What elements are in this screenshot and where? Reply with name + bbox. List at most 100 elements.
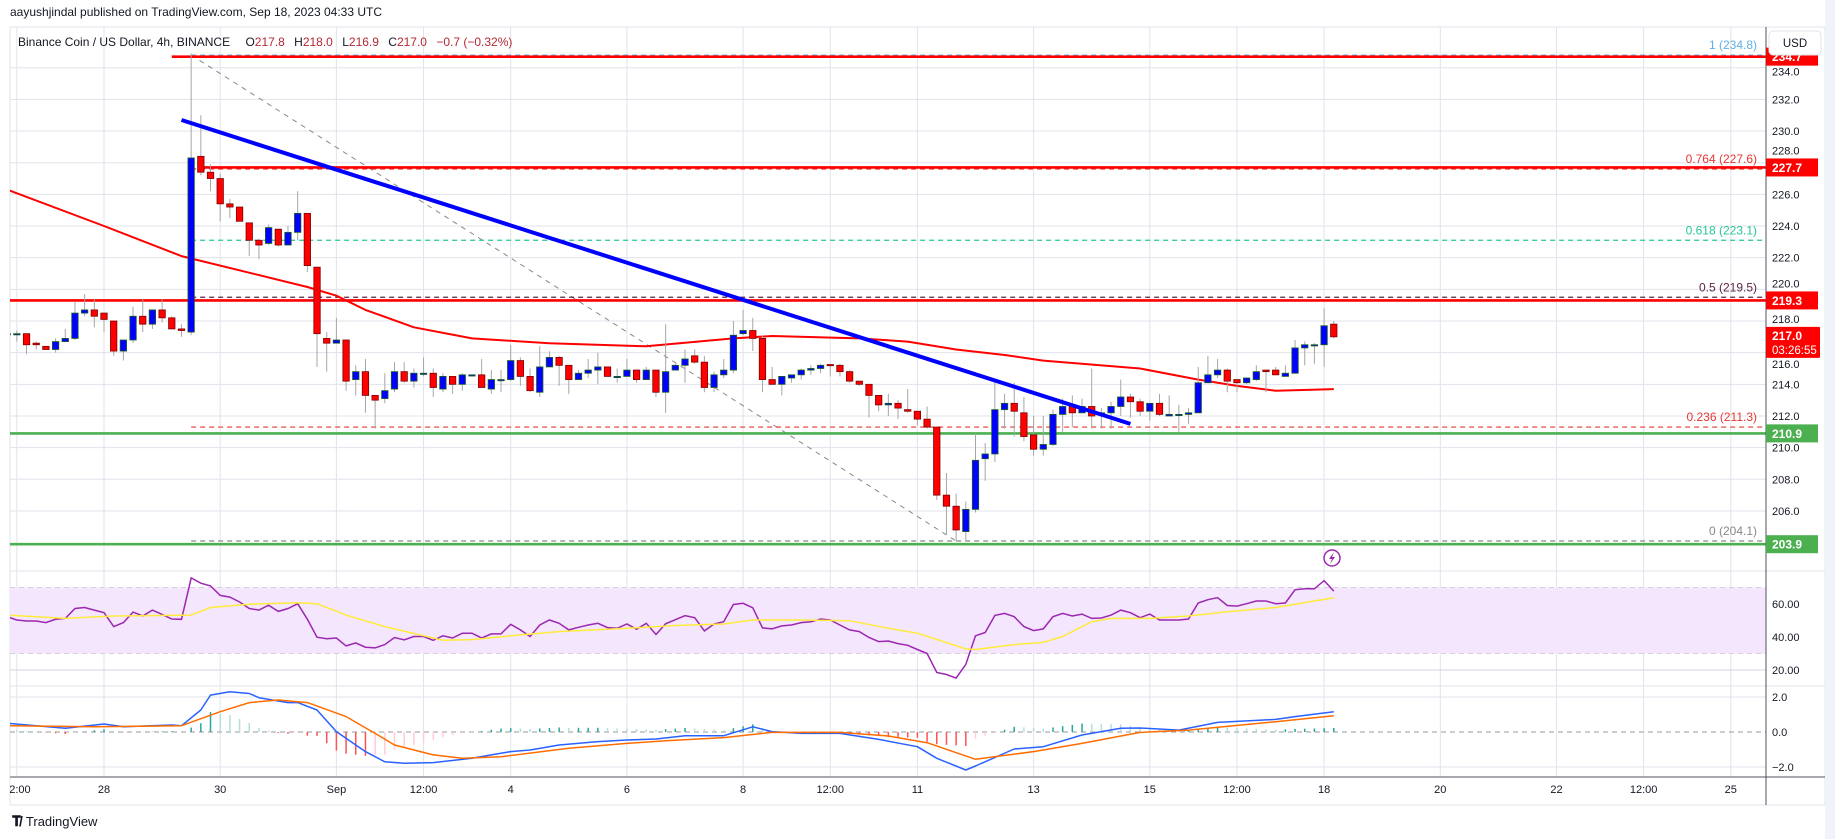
candle-down[interactable]: [952, 505, 960, 531]
candle-down[interactable]: [749, 330, 757, 339]
candle-down[interactable]: [216, 178, 224, 205]
candle-down[interactable]: [933, 426, 941, 496]
candle-down[interactable]: [652, 369, 660, 393]
candle-up[interactable]: [419, 372, 428, 375]
candle-down[interactable]: [168, 317, 176, 330]
candle-up[interactable]: [71, 312, 79, 339]
candle-up[interactable]: [1204, 374, 1212, 384]
candle-up[interactable]: [1243, 377, 1251, 384]
candle-down[interactable]: [323, 338, 331, 344]
candle-up[interactable]: [778, 376, 786, 385]
candle-up[interactable]: [981, 453, 989, 460]
candle-up[interactable]: [284, 231, 292, 246]
candle-down[interactable]: [371, 395, 379, 401]
candle-down[interactable]: [1126, 396, 1135, 403]
candle-down[interactable]: [303, 212, 311, 266]
candle-up[interactable]: [294, 212, 302, 233]
candle-up[interactable]: [787, 374, 796, 379]
candle-up[interactable]: [613, 376, 621, 379]
candle-up[interactable]: [13, 333, 21, 336]
candle-down[interactable]: [691, 355, 699, 363]
candle-down[interactable]: [942, 494, 951, 507]
candle-down[interactable]: [875, 395, 883, 406]
candle-up[interactable]: [1039, 444, 1047, 450]
candle-up[interactable]: [681, 358, 689, 366]
candle-down[interactable]: [1020, 412, 1028, 437]
candle-up[interactable]: [1281, 372, 1289, 377]
candle-down[interactable]: [1330, 323, 1338, 338]
candle-up[interactable]: [439, 376, 447, 390]
candle-down[interactable]: [1233, 379, 1241, 384]
candle-up[interactable]: [61, 338, 69, 342]
candle-down[interactable]: [400, 371, 408, 382]
candle-up[interactable]: [507, 360, 515, 380]
candle-up[interactable]: [51, 341, 60, 350]
candle-up[interactable]: [1049, 413, 1057, 445]
candle-up[interactable]: [545, 357, 554, 368]
candle-up[interactable]: [1117, 396, 1125, 407]
candle-up[interactable]: [962, 508, 970, 532]
candle-up[interactable]: [332, 339, 341, 344]
candle-down[interactable]: [255, 239, 263, 246]
candle-down[interactable]: [1010, 402, 1018, 412]
candle-up[interactable]: [1184, 412, 1193, 415]
candle-up[interactable]: [187, 157, 195, 333]
candle-up[interactable]: [468, 374, 476, 377]
candle-down[interactable]: [448, 376, 457, 385]
candle-down[interactable]: [274, 228, 282, 246]
candle-down[interactable]: [603, 366, 612, 377]
candle-down[interactable]: [177, 328, 186, 331]
candle-up[interactable]: [574, 372, 583, 380]
candle-down[interactable]: [768, 379, 776, 385]
candle-up[interactable]: [816, 364, 825, 369]
candle-up[interactable]: [1165, 413, 1173, 417]
candle-down[interactable]: [139, 315, 147, 325]
candle-up[interactable]: [1252, 371, 1260, 380]
candle-down[interactable]: [110, 320, 118, 352]
candle-up[interactable]: [807, 368, 815, 371]
candle-down[interactable]: [226, 203, 234, 208]
macd-pane[interactable]: [7, 691, 1335, 771]
candle-up[interactable]: [720, 369, 728, 376]
candle-down[interactable]: [42, 345, 50, 350]
candle-down[interactable]: [904, 409, 912, 412]
time-axis[interactable]: 12:00 28 30 Sep 12:00 4 6 8 12:00 11 13 15 12:00 18 20…: [3, 784, 1737, 796]
candle-down[interactable]: [313, 266, 321, 335]
candle-down[interactable]: [565, 364, 573, 380]
candle-down[interactable]: [245, 222, 253, 241]
candle-up[interactable]: [884, 402, 892, 406]
candle-up[interactable]: [1107, 406, 1115, 414]
candle-down[interactable]: [429, 372, 437, 388]
candle-up[interactable]: [662, 371, 670, 393]
candle-down[interactable]: [197, 155, 205, 173]
candle-up[interactable]: [623, 369, 631, 377]
candle-down[interactable]: [632, 369, 641, 380]
candle-up[interactable]: [729, 334, 738, 371]
candle-up[interactable]: [81, 309, 89, 314]
candle-down[interactable]: [158, 309, 166, 319]
candle-up[interactable]: [410, 372, 418, 382]
candle-up[interactable]: [536, 366, 544, 393]
candle-down[interactable]: [1223, 369, 1231, 382]
candle-down[interactable]: [894, 402, 902, 409]
candle-down[interactable]: [361, 371, 370, 396]
candle-up[interactable]: [710, 374, 718, 388]
candle-up[interactable]: [1175, 413, 1183, 416]
candle-up[interactable]: [487, 379, 495, 390]
candle-up[interactable]: [584, 369, 592, 374]
candle-down[interactable]: [206, 171, 215, 179]
candle-up[interactable]: [1000, 402, 1009, 411]
currency-button[interactable]: USD: [1768, 30, 1822, 56]
rsi-pane[interactable]: [7, 576, 1335, 680]
candle-up[interactable]: [1059, 406, 1067, 415]
candle-down[interactable]: [235, 206, 244, 222]
candle-up[interactable]: [971, 459, 980, 510]
candle-down[interactable]: [855, 380, 863, 385]
candle-up[interactable]: [497, 379, 505, 382]
candle-down[interactable]: [32, 342, 40, 346]
candle-up[interactable]: [739, 330, 747, 335]
currency-button-bg[interactable]: [1768, 30, 1822, 56]
candle-down[interactable]: [1030, 434, 1038, 450]
candle-down[interactable]: [1136, 401, 1144, 412]
